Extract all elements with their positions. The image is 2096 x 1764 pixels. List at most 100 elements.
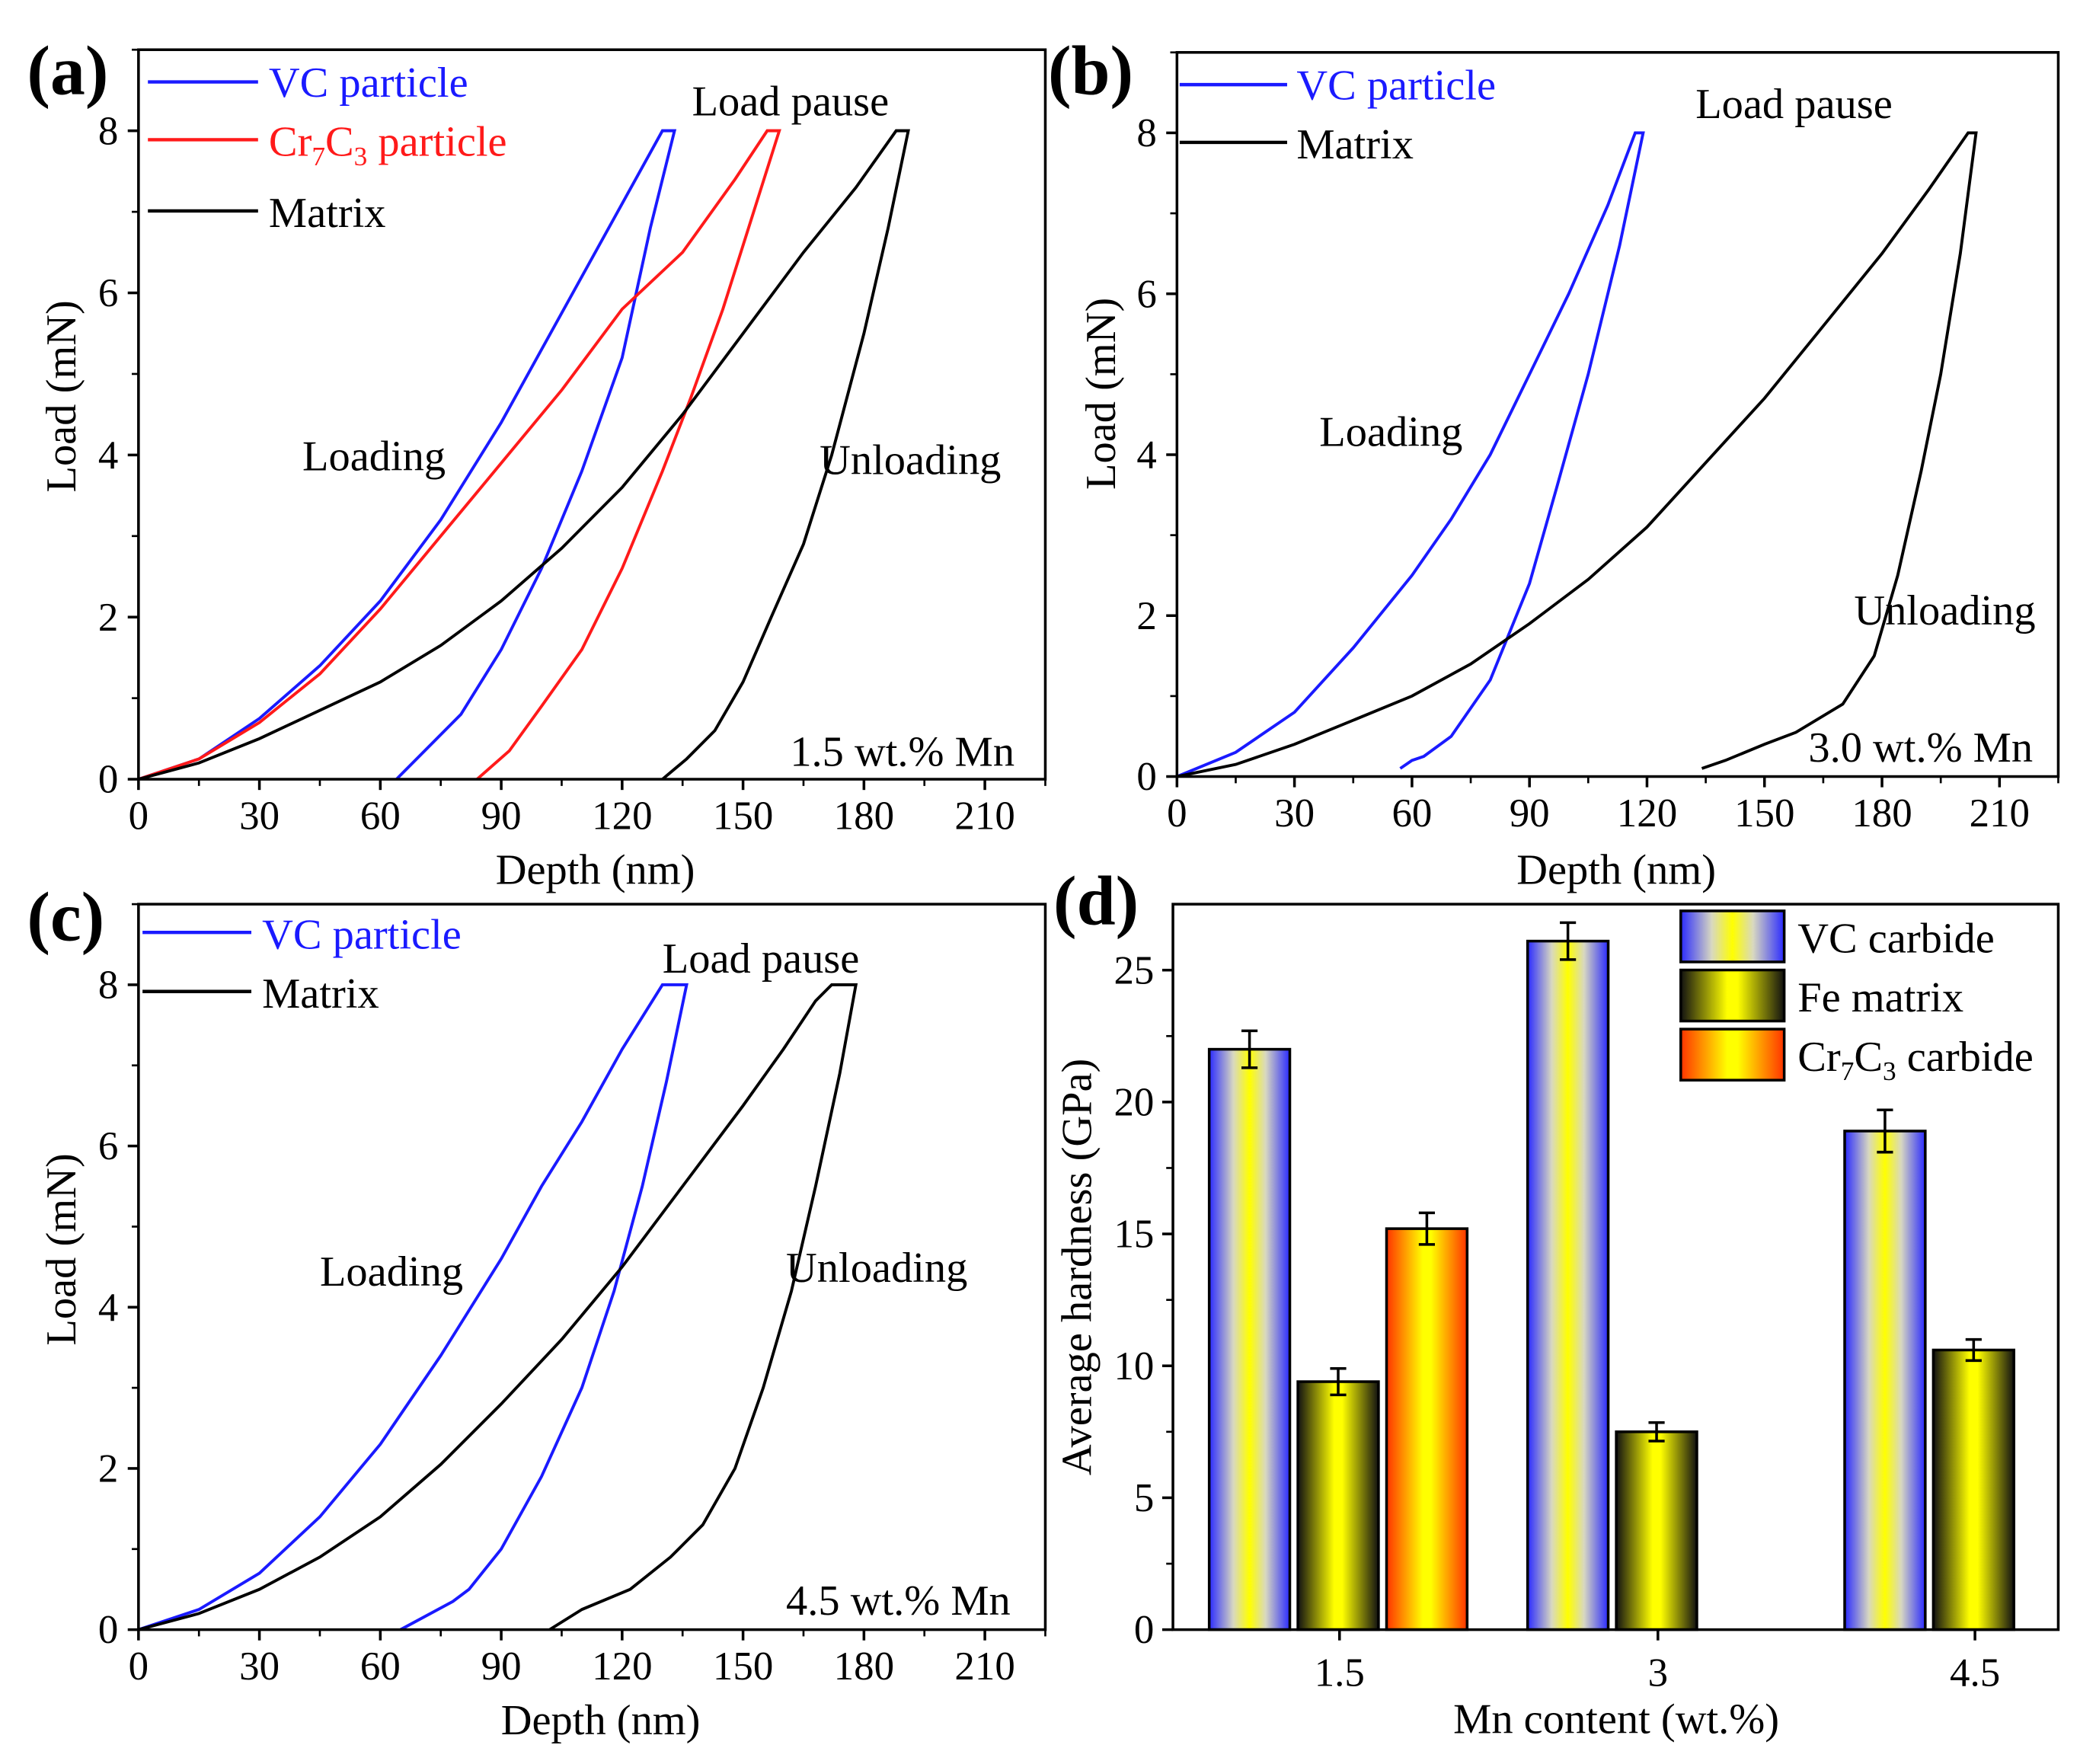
error-bar	[1330, 1366, 1347, 1397]
annotation-condition: 3.0 wt.% Mn	[1808, 724, 2033, 772]
x-tick-label: 180	[834, 794, 894, 838]
x-tick-label: 210	[954, 794, 1014, 838]
x-tick-label: 0	[129, 794, 149, 838]
annotation-load-pause: Load pause	[692, 78, 890, 126]
y-axis-label: Load (mN)	[38, 300, 85, 492]
series-line-cr7c3-particle	[138, 129, 781, 781]
x-tick-label: 3	[1648, 1651, 1668, 1695]
bar-fe-matrix-3	[1615, 1430, 1698, 1631]
series-line-vc-particle	[138, 129, 677, 781]
x-tick-label: 120	[592, 794, 652, 838]
x-tick-label: 120	[1617, 791, 1677, 836]
y-tick-label: 0	[98, 758, 118, 802]
bar-vc-carbide-1.5	[1207, 1047, 1292, 1631]
x-tick-label: 210	[954, 1644, 1014, 1689]
y-tick-label: 6	[98, 271, 118, 315]
y-tick-label: 0	[98, 1608, 118, 1652]
error-bar	[1648, 1420, 1665, 1443]
x-tick-label: 60	[360, 1644, 401, 1689]
y-tick-label: 6	[98, 1124, 118, 1168]
y-tick-label: 8	[98, 109, 118, 153]
x-tick-label: 1.5	[1315, 1651, 1365, 1695]
series-line-vc-particle	[1176, 131, 1645, 778]
y-axis-label: Load (mN)	[38, 1153, 85, 1345]
y-tick-label: 5	[1134, 1476, 1154, 1520]
x-tick-label: 90	[1510, 791, 1550, 836]
legend-label-matrix: Matrix	[1296, 121, 1414, 168]
legend-label-vc: VC particle	[1296, 62, 1496, 110]
panel-label-c: (c)	[27, 878, 104, 956]
annotation-load-pause: Load pause	[1695, 81, 1893, 128]
legend-label-fe: Fe matrix	[1797, 974, 1963, 1021]
plot-frame	[137, 903, 1047, 1631]
legend: VC particle Matrix	[1179, 62, 1496, 168]
annotation-loading: Loading	[302, 433, 446, 480]
x-tick-label: 30	[239, 1644, 280, 1689]
series-line-matrix	[138, 129, 910, 781]
bar-fe-matrix-1.5	[1296, 1380, 1380, 1631]
panel-label-b: (b)	[1048, 31, 1133, 109]
x-tick-label: 180	[834, 1644, 894, 1689]
bar-cr7c3-carbide-1.5	[1385, 1227, 1469, 1631]
legend: VC carbide Fe matrix Cr7C3 carbide	[1679, 909, 2034, 1086]
annotation-unloading: Unloading	[786, 1245, 967, 1292]
y-tick-label: 2	[1136, 594, 1156, 638]
x-tick-label: 60	[1391, 791, 1432, 836]
error-bar	[1560, 921, 1577, 961]
annotation-loading: Loading	[320, 1248, 463, 1296]
x-tick-label: 150	[713, 794, 773, 838]
bar-vc-carbide-4.5	[1843, 1130, 1927, 1631]
x-tick-label: 150	[1734, 791, 1794, 836]
annotation-load-pause: Load pause	[663, 935, 860, 983]
x-axis-label: Depth (nm)	[501, 1697, 701, 1744]
x-axis-label: Depth (nm)	[1516, 847, 1716, 894]
annotation-condition: 1.5 wt.% Mn	[790, 728, 1014, 775]
x-tick-label: 0	[129, 1644, 149, 1689]
y-tick-label: 6	[1136, 272, 1156, 316]
x-axis-label: Depth (nm)	[496, 847, 695, 894]
x-tick-label: 4.5	[1950, 1651, 2000, 1695]
x-tick-label: 0	[1167, 791, 1187, 836]
y-tick-label: 10	[1114, 1344, 1154, 1389]
annotation-unloading: Unloading	[820, 437, 1001, 484]
legend: VC particle Matrix	[142, 911, 462, 1018]
error-bar	[1418, 1211, 1436, 1246]
y-tick-label: 20	[1114, 1081, 1154, 1125]
error-bar	[1877, 1108, 1893, 1154]
legend-swatch-fe	[1679, 968, 1786, 1023]
legend-label-vc: VC carbide	[1797, 916, 1995, 963]
annotation-condition: 4.5 wt.% Mn	[786, 1577, 1011, 1625]
panel-label-d: (d)	[1053, 862, 1139, 940]
legend-label-vc: VC particle	[262, 911, 462, 958]
y-tick-label: 15	[1114, 1213, 1154, 1257]
panel-label-a: (a)	[27, 31, 108, 109]
annotation-loading: Loading	[1319, 409, 1462, 456]
x-tick-label: 30	[239, 794, 280, 838]
error-bar	[1241, 1029, 1258, 1069]
x-tick-label: 210	[1970, 791, 2030, 836]
x-tick-label: 150	[713, 1644, 773, 1689]
x-tick-label: 60	[360, 794, 401, 838]
legend-label-cr7c3: Cr7C3 carbide	[1797, 1034, 2034, 1086]
y-tick-label: 2	[98, 1447, 118, 1491]
y-tick-label: 4	[98, 433, 118, 478]
y-tick-label: 25	[1114, 948, 1154, 992]
y-tick-label: 4	[1136, 433, 1156, 478]
series-line-vc-particle	[138, 983, 689, 1631]
x-tick-label: 90	[481, 794, 522, 838]
legend-label-cr7c3: Cr7C3 particle	[269, 119, 507, 171]
series-line-matrix	[1176, 131, 1978, 778]
y-tick-label: 8	[98, 963, 118, 1008]
y-tick-label: 0	[1134, 1608, 1154, 1652]
legend-label-vc: VC particle	[269, 59, 468, 107]
bar-fe-matrix-4.5	[1931, 1348, 2016, 1631]
x-axis-label: Mn content (wt.%)	[1453, 1695, 1779, 1743]
bar-vc-carbide-3	[1526, 939, 1610, 1631]
y-axis-label: Load (mN)	[1078, 298, 1125, 490]
y-tick-label: 0	[1136, 755, 1156, 799]
x-tick-label: 120	[592, 1644, 652, 1689]
